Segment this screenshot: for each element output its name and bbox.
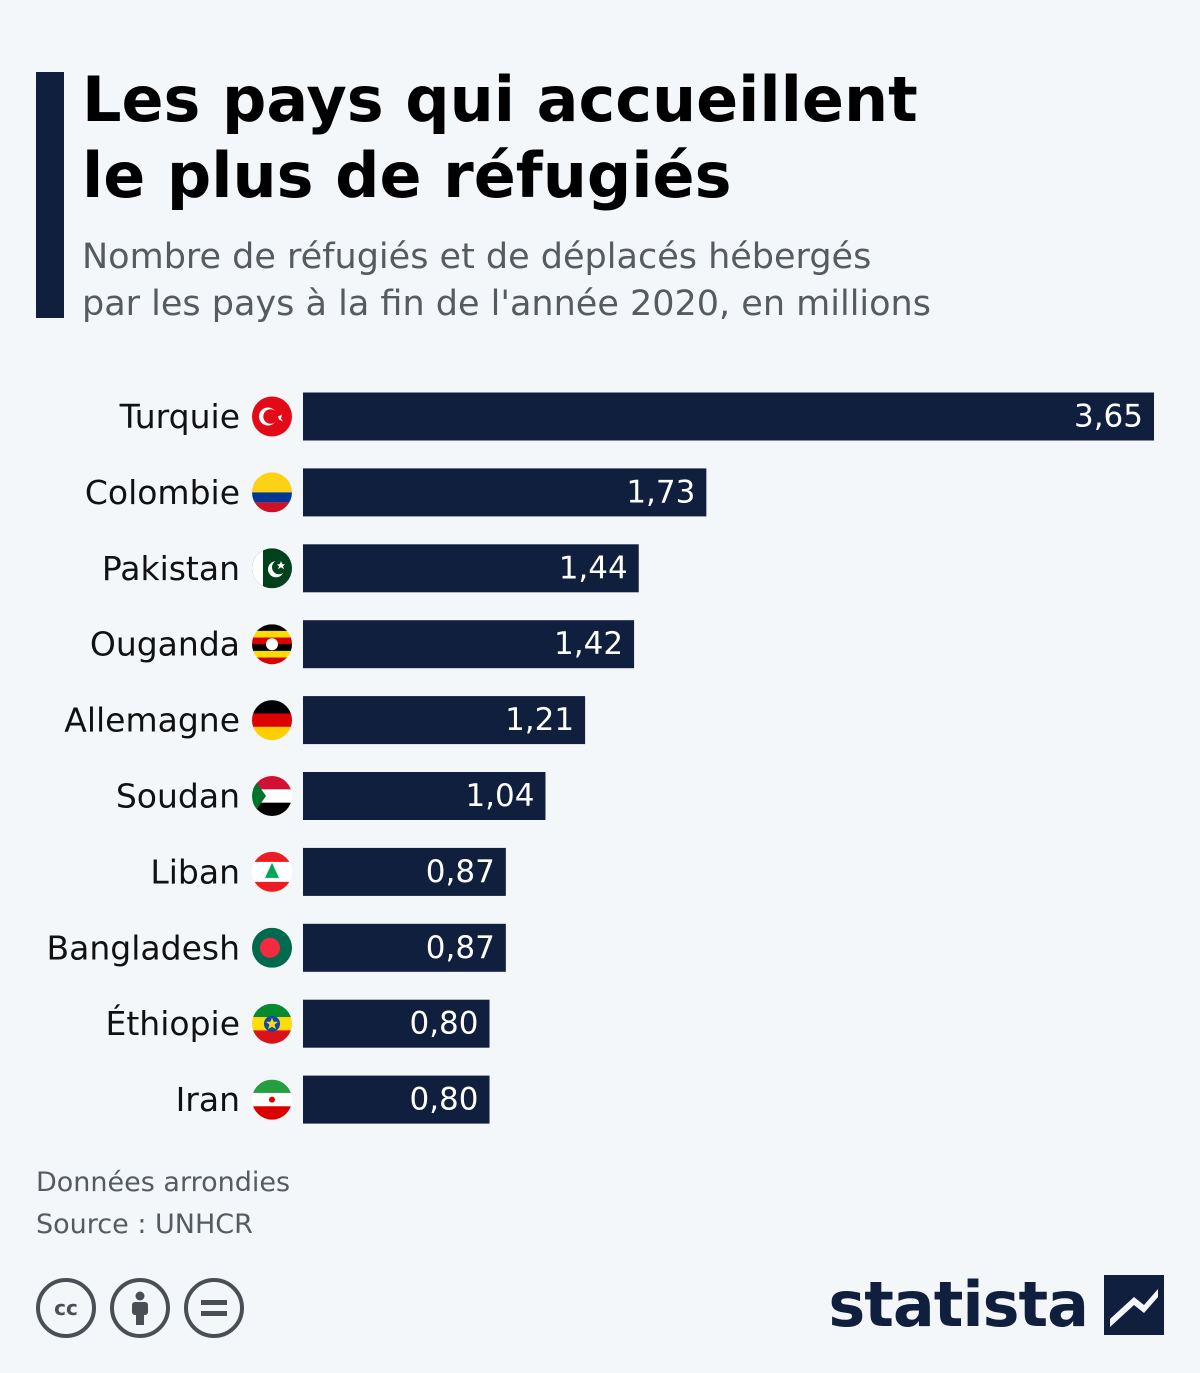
turkey-flag-icon <box>252 396 292 437</box>
statista-brand[interactable]: statista <box>828 1268 1164 1341</box>
bar[interactable] <box>303 847 506 896</box>
cc-icon[interactable]: cc <box>36 1278 96 1338</box>
subtitle-line-1: Nombre de réfugiés et de déplacés héberg… <box>82 237 872 277</box>
lebanon-flag-icon <box>252 851 292 892</box>
category-label: Iran <box>176 1080 240 1119</box>
title-accent-bar <box>36 72 64 318</box>
value-label: 1,73 <box>626 474 695 510</box>
bar[interactable] <box>303 392 1154 441</box>
category-label: Colombie <box>85 473 240 512</box>
rounded-data-note: Données arrondies <box>36 1167 291 1198</box>
iran-flag-icon <box>252 1079 292 1120</box>
value-label: 0,80 <box>409 1006 478 1042</box>
value-label: 1,04 <box>465 778 534 814</box>
bar[interactable] <box>303 772 546 820</box>
footnotes: Données arrondies Source : UNHCR <box>36 1162 290 1246</box>
value-label: 0,87 <box>426 854 495 890</box>
chart-title: Les pays qui accueillent le plus de réfu… <box>82 62 1162 214</box>
bar[interactable] <box>303 468 707 517</box>
category-label: Éthiopie <box>106 1003 240 1043</box>
value-label: 0,80 <box>409 1082 478 1118</box>
pakistan-flag-icon <box>252 548 292 589</box>
value-label: 1,42 <box>554 626 623 662</box>
colombia-flag-icon <box>252 472 292 513</box>
bangladesh-flag-icon <box>252 927 292 968</box>
bar[interactable] <box>303 620 635 669</box>
statista-logo-icon <box>1104 1274 1164 1335</box>
category-label: Bangladesh <box>47 928 240 967</box>
bar[interactable] <box>303 544 639 593</box>
value-label: 1,44 <box>559 550 628 586</box>
value-label: 1,21 <box>505 702 574 738</box>
value-label: 0,87 <box>426 930 495 966</box>
bar[interactable] <box>303 1075 490 1124</box>
bar[interactable] <box>303 696 586 745</box>
category-label: Turquie <box>119 397 240 436</box>
category-label: Liban <box>150 852 240 891</box>
category-label: Pakistan <box>102 549 240 588</box>
category-label: Allemagne <box>64 701 240 740</box>
bar-chart: Turquie 3,65 Colombie 1,73 Pakistan 1,44 Ougan… <box>47 392 1154 1124</box>
category-label: Soudan <box>116 777 240 816</box>
sudan-flag-icon <box>252 776 292 816</box>
bar[interactable] <box>303 999 490 1048</box>
source-note: Source : UNHCR <box>36 1209 253 1240</box>
uganda-flag-icon <box>252 624 292 665</box>
category-label: Ouganda <box>90 625 240 664</box>
value-label: 3,65 <box>1074 399 1143 435</box>
license-icons: cc <box>36 1278 244 1338</box>
subtitle-line-2: par les pays à la fin de l'année 2020, e… <box>82 284 931 324</box>
title-line-1: Les pays qui accueillent <box>82 63 918 136</box>
by-attribution-icon[interactable] <box>110 1278 170 1338</box>
germany-flag-icon <box>252 700 292 741</box>
title-line-2: le plus de réfugiés <box>82 139 732 212</box>
ethiopia-flag-icon <box>252 1003 292 1044</box>
nd-equal-icon[interactable] <box>184 1278 244 1338</box>
statista-wordmark: statista <box>828 1268 1089 1341</box>
chart-subtitle: Nombre de réfugiés et de déplacés héberg… <box>82 234 1162 328</box>
bar[interactable] <box>303 923 506 972</box>
